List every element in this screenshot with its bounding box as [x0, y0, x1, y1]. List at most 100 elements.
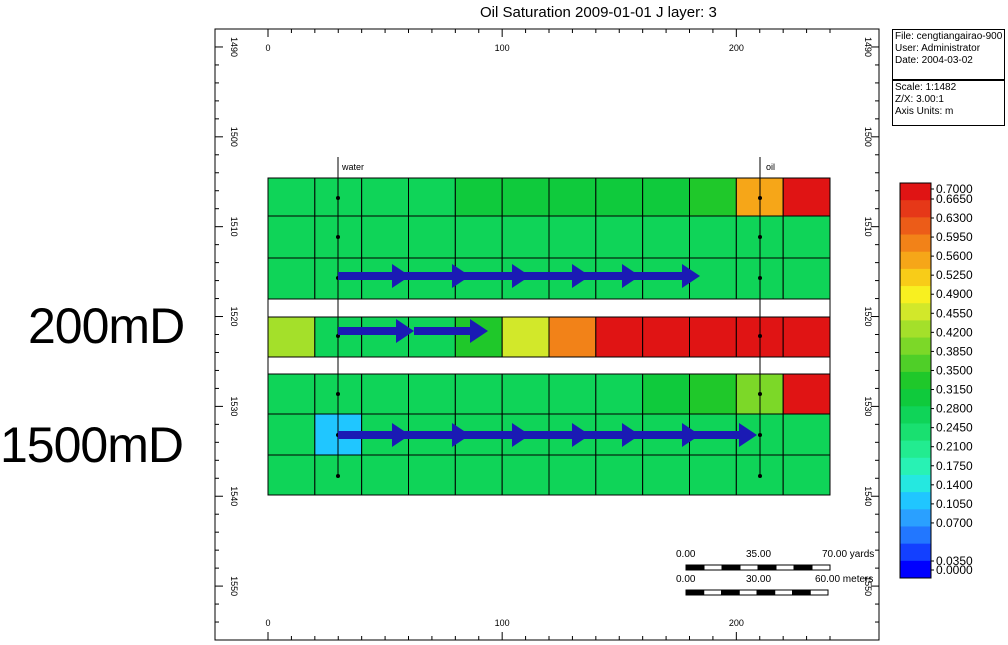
axis-ticks — [215, 29, 879, 640]
scale-segment — [792, 589, 811, 596]
colorbar-band — [900, 457, 931, 476]
scale-segment — [757, 564, 777, 571]
info-scale: Scale: 1:1482 — [895, 82, 957, 93]
scale-segment — [756, 589, 776, 596]
well-perforation — [758, 334, 762, 338]
y-tick-label-left: 1520 — [229, 307, 239, 327]
well-perforation — [758, 276, 762, 280]
colorbar-band — [900, 320, 931, 339]
y-tick-label-right: 1500 — [863, 127, 873, 147]
layer-gap — [267, 356, 831, 375]
grid-cell — [408, 454, 456, 496]
colorbar-label: 0.3850 — [936, 344, 973, 358]
grid-cell — [548, 316, 597, 358]
colorbar-band — [900, 389, 931, 407]
y-tick-label-left: 1530 — [229, 396, 239, 416]
flow-arrow — [338, 264, 410, 288]
flow-arrow — [510, 264, 590, 288]
grid-cell — [595, 177, 644, 217]
grid-cell — [689, 454, 737, 496]
grid-cell — [501, 454, 550, 496]
well-perforation — [758, 433, 762, 437]
x-tick-label-bottom: 100 — [495, 618, 510, 628]
colorbar-band — [900, 268, 931, 287]
layer-gap — [267, 298, 831, 318]
grid-cell — [689, 373, 737, 415]
grid-cell — [782, 413, 831, 456]
grid-cell — [408, 316, 456, 358]
grid-cell — [689, 177, 737, 217]
grid-cell — [642, 215, 691, 259]
grid-cell — [361, 373, 409, 415]
colorbar-band — [900, 286, 931, 304]
grid-cell — [267, 215, 316, 259]
y-tick-label-right: 1490 — [863, 37, 873, 57]
grid-cell — [595, 316, 644, 358]
y-tick-label-right: 1530 — [863, 396, 873, 416]
flow-arrow — [620, 264, 700, 288]
grid-cell — [361, 454, 409, 496]
grid-cell — [501, 177, 550, 217]
flow-arrow — [414, 319, 488, 343]
x-tick-label-top: 200 — [729, 43, 744, 53]
colorbar-band — [900, 183, 931, 201]
colorbar-band — [900, 406, 931, 424]
y-tick-label-left: 1550 — [229, 576, 239, 596]
scale-segment — [809, 589, 829, 596]
water-well-label: water — [341, 162, 364, 172]
scale-info-box: Scale: 1:1482 Z/X: 3.00:1 Axis Units: m — [892, 80, 1005, 126]
chart-title: Oil Saturation 2009-01-01 J layer: 3 — [480, 4, 717, 21]
colorbar-label: 0.6650 — [936, 192, 973, 206]
grid-cell — [267, 373, 316, 415]
y-tick-label-left: 1510 — [229, 217, 239, 237]
well-perforation — [336, 392, 340, 396]
layer-separators — [267, 298, 831, 375]
y-tick-labels: 1490 1490 1500 1500 1510 1510 1520 1520 1530 1530… — [229, 37, 873, 596]
y-tick-label-right: 1520 — [863, 307, 873, 327]
scale-segment — [721, 589, 740, 596]
grid-cell — [408, 177, 456, 217]
colorbar-band — [900, 526, 931, 545]
colorbar-band — [900, 200, 931, 218]
colorbar-label: 0.0700 — [936, 516, 973, 530]
colorbar-band — [900, 354, 931, 373]
grid-cell — [642, 177, 691, 217]
scale-segment — [774, 589, 793, 596]
colorbar-frame — [899, 182, 932, 579]
colorbar-band — [900, 492, 931, 510]
scale-segment — [721, 564, 741, 571]
grid-cell — [782, 177, 831, 217]
colorbar-band — [900, 560, 931, 579]
grid-cell — [548, 454, 597, 496]
grid-cell — [408, 215, 456, 259]
scale-segment — [739, 564, 759, 571]
grid-cell — [454, 215, 503, 259]
well-perforation — [758, 235, 762, 239]
scale-segment — [738, 589, 758, 596]
well-perforation — [758, 474, 762, 478]
flow-arrow — [450, 423, 530, 447]
file-info-box: File: cengtiangairao-9000 User: Administ… — [892, 29, 1005, 80]
grid-cell — [595, 454, 644, 496]
scale-segment — [775, 564, 795, 571]
colorbar-label: 0.1750 — [936, 459, 973, 473]
info-zx: Z/X: 3.00:1 — [895, 94, 944, 105]
scale-segment — [811, 564, 831, 571]
colorbar-label: 0.6300 — [936, 211, 973, 225]
grid-cell — [408, 373, 456, 415]
colorbar-label: 0.7000 — [936, 182, 973, 196]
grid-cell — [501, 316, 550, 358]
scale-label-meters: 60.00 meters — [815, 574, 873, 585]
permeability-label-200md: 200mD — [28, 298, 185, 354]
grid-cell — [267, 316, 316, 358]
colorbar-label: 0.4200 — [936, 325, 973, 339]
flow-arrow — [338, 319, 414, 343]
grid-cell — [454, 454, 503, 496]
colorbar-label: 0.5250 — [936, 268, 973, 282]
grid-cell — [267, 177, 316, 217]
colorbar-band — [900, 303, 931, 321]
info-date: Date: 2004-03-02 — [895, 55, 973, 66]
scale-segment — [685, 589, 705, 596]
x-tick-labels: 0 0 100 100 200 200 — [265, 43, 743, 628]
